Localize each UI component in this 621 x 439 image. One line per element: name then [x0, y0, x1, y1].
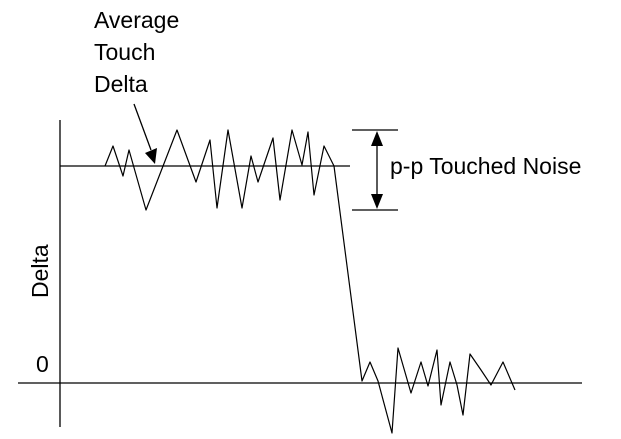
noise-arrowhead-up [371, 131, 383, 146]
average-touch-delta-label-line2: Touch [94, 39, 155, 65]
average-pointer-arrowhead [145, 148, 157, 164]
y-axis-label: Delta [27, 244, 53, 298]
touch-signal-trace [104, 129, 516, 434]
average-touch-delta-label-line1: Average [94, 7, 179, 33]
average-pointer-line [133, 103, 152, 151]
zero-label: 0 [36, 351, 49, 377]
average-touch-delta-label-line3: Delta [94, 71, 148, 97]
pp-touched-noise-label: p-p Touched Noise [390, 153, 581, 179]
noise-arrowhead-down [371, 194, 383, 209]
